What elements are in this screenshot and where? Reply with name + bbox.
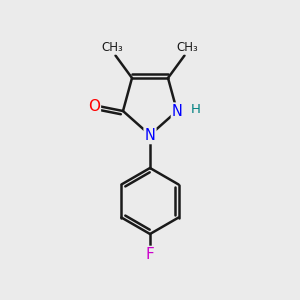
Text: O: O [88,99,100,114]
Text: CH₃: CH₃ [177,40,198,54]
Text: H: H [191,103,200,116]
Text: CH₃: CH₃ [102,40,123,54]
Text: N: N [145,128,155,143]
Text: F: F [146,247,154,262]
Text: N: N [172,103,183,118]
